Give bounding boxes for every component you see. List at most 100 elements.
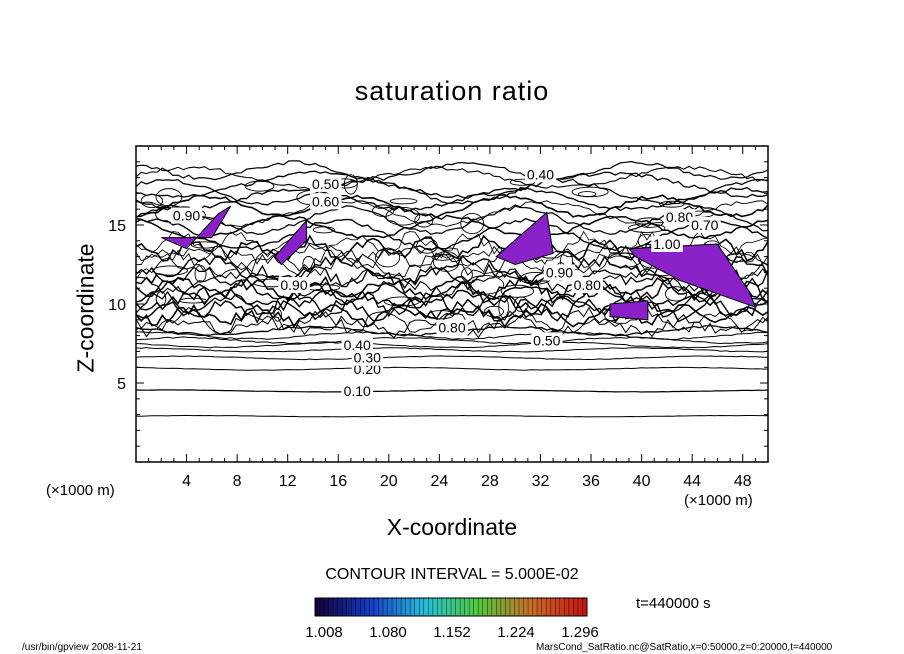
contour-line	[136, 355, 768, 361]
contour-label: 0.90	[280, 277, 307, 293]
contour-label: 0.50	[312, 176, 339, 192]
contour-label: 0.30	[354, 350, 381, 366]
contour-ring	[483, 305, 504, 318]
contour-line	[136, 286, 768, 312]
colorbar-segment	[550, 598, 556, 616]
colorbar-tick-label: 1.152	[433, 624, 471, 641]
contour-ring	[432, 251, 460, 272]
colorbar-tick-label: 1.080	[369, 624, 407, 641]
colorbar-segment	[478, 598, 484, 616]
contour-label-bg	[571, 277, 604, 294]
colorbar-segment	[360, 598, 366, 616]
colorbar-segment	[460, 598, 466, 616]
contour-line	[136, 193, 768, 219]
contour-labels: 0.100.200.300.400.500.600.900.900.900.80…	[170, 166, 721, 399]
footer-left: /usr/bin/gpview 2008-11-21	[22, 642, 142, 653]
contour-line	[136, 165, 768, 190]
contour-line	[136, 217, 768, 252]
colorbar-segment	[401, 598, 407, 616]
colorbar-segment	[328, 598, 334, 616]
colorbar-segment	[523, 598, 529, 616]
contour-interval-text: CONTOUR INTERVAL = 5.000E-02	[325, 566, 579, 583]
x-axis-label: X-coordinate	[386, 514, 518, 540]
colorbar-segment	[577, 598, 583, 616]
supersaturated-region	[161, 205, 232, 250]
colorbar-segment	[505, 598, 511, 616]
contour-label: 0.70	[691, 217, 718, 233]
contour-ring	[302, 256, 315, 272]
contour-ring	[513, 296, 529, 312]
colorbar-segment	[564, 598, 570, 616]
colorbar-segment	[441, 598, 447, 616]
y-axis-ticks: 5 10 15	[108, 161, 768, 447]
colorbar-segment	[455, 598, 461, 616]
colorbar-segment	[342, 598, 348, 616]
colorbar-segment	[419, 598, 425, 616]
contour-ring	[498, 296, 509, 319]
x-tick-label: 4	[182, 473, 191, 490]
contour-line	[136, 205, 768, 235]
x-tick-label: 48	[734, 473, 752, 490]
contour-ring	[155, 291, 167, 307]
contour-line	[136, 254, 768, 287]
x-tick-label: 36	[582, 473, 600, 490]
contour-ring	[179, 297, 207, 304]
contour-ring	[634, 217, 664, 228]
colorbar-segment	[568, 598, 574, 616]
contour-label: 0.40	[527, 166, 554, 182]
x-axis-ticks: 4 8 12 16 20 24 28 32 36 40 44 48	[148, 146, 756, 490]
y-tick-label: 5	[117, 376, 126, 393]
colorbar-segment	[473, 598, 479, 616]
contour-lines	[136, 160, 768, 418]
x-tick-label: 12	[279, 473, 297, 490]
colorbar-segment	[383, 598, 389, 616]
contour-label: 0.90	[546, 264, 573, 280]
contour-ring	[375, 247, 401, 268]
colorbar-segment	[500, 598, 506, 616]
colorbar-segment	[337, 598, 343, 616]
colorbar-segment	[378, 598, 384, 616]
colorbar-segment	[405, 598, 411, 616]
contour-label: 0.90	[173, 208, 200, 224]
contour-label: 0.50	[533, 332, 560, 348]
contour-ring	[194, 265, 207, 283]
colorbar-segment	[559, 598, 565, 616]
colorbar-segment	[546, 598, 552, 616]
supersaturated-region	[628, 243, 757, 309]
contour-line	[136, 267, 768, 297]
contour-ring	[427, 310, 455, 320]
contour-ring	[155, 188, 183, 207]
contour-label: 0.80	[438, 320, 465, 336]
contour-ring	[414, 213, 434, 228]
contour-ring	[343, 174, 358, 195]
x-tick-label: 8	[233, 473, 242, 490]
supersaturated-region	[609, 300, 649, 321]
colorbar-segment	[464, 598, 470, 616]
contour-label-bg	[689, 217, 721, 233]
colorbar-segment	[387, 598, 393, 616]
contour-label-bg	[170, 207, 203, 224]
x-tick-label: 16	[329, 473, 347, 490]
contour-label-bg	[309, 193, 342, 210]
contour-label-bg	[341, 382, 374, 399]
contour-ring	[431, 253, 455, 261]
contour-ring	[416, 237, 438, 254]
contour-ring	[461, 267, 473, 282]
contour-ring	[659, 200, 685, 208]
colorbar-segment	[469, 598, 475, 616]
contour-label-bg	[436, 319, 468, 336]
contour-line	[136, 331, 768, 341]
x-tick-label: 32	[532, 473, 550, 490]
contour-ring	[152, 265, 189, 276]
contour-line	[136, 347, 768, 353]
supersaturated-region	[274, 218, 308, 266]
contour-label-bg	[341, 337, 374, 354]
colorbar: 1.008 1.080 1.152 1.224 1.296	[305, 597, 599, 641]
colorbar-segment	[446, 598, 452, 616]
y-tick-label: 15	[108, 218, 126, 235]
contour-ring	[389, 198, 418, 205]
colorbar-tick-label: 1.296	[561, 624, 599, 641]
colorbar-segment	[437, 598, 443, 616]
contour-ring	[372, 204, 395, 217]
